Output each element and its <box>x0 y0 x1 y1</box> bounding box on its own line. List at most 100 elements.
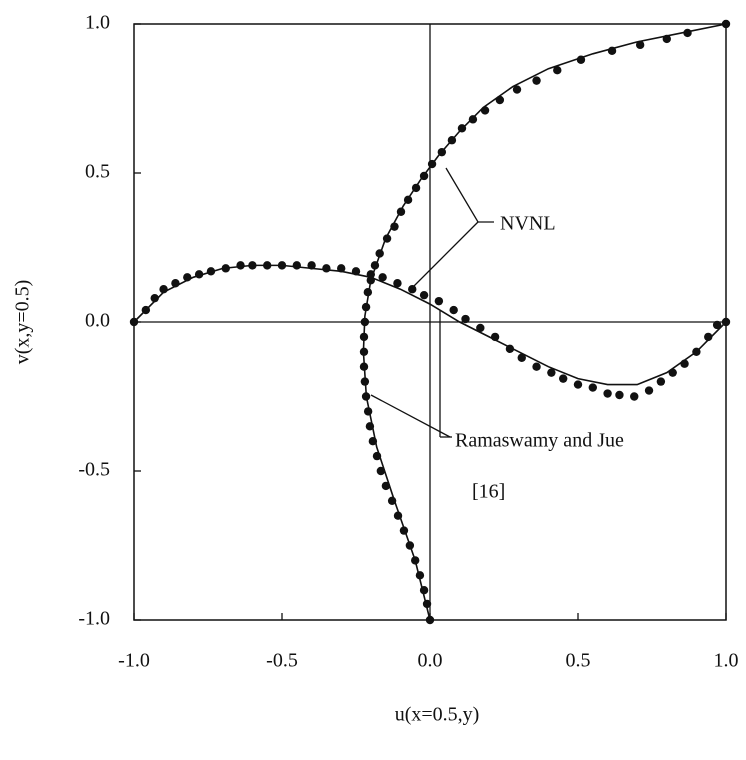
marker <box>263 261 272 270</box>
marker <box>553 65 562 75</box>
marker <box>159 285 168 294</box>
marker <box>712 320 722 330</box>
line <box>133 264 727 386</box>
marker <box>468 115 478 124</box>
marker <box>365 422 375 431</box>
marker <box>375 249 384 258</box>
marker <box>662 34 671 44</box>
marker <box>635 40 645 50</box>
x-tick-label: 1.0 <box>714 650 739 672</box>
marker <box>461 314 470 324</box>
y-tick-label: 0.0 <box>85 310 110 332</box>
marker <box>277 261 287 270</box>
marker <box>403 195 413 205</box>
marker <box>588 383 597 392</box>
x-tick-label: 0.0 <box>418 650 443 672</box>
marker <box>150 293 159 303</box>
annotation: [16] <box>472 481 505 503</box>
y-tick-label: -1.0 <box>78 608 110 630</box>
marker <box>547 368 556 377</box>
annotation: Ramaswamy and Jue <box>455 430 624 452</box>
marker <box>360 377 370 386</box>
marker <box>495 95 505 105</box>
marker <box>129 317 139 327</box>
marker <box>368 437 378 446</box>
marker <box>411 556 420 565</box>
marker <box>370 261 380 270</box>
marker <box>425 615 435 625</box>
marker <box>457 124 467 133</box>
x-axis-label: u(x=0.5,y) <box>395 704 480 726</box>
marker <box>630 392 639 401</box>
marker <box>532 362 541 371</box>
marker <box>434 296 444 306</box>
marker <box>393 511 403 520</box>
marker <box>505 344 515 354</box>
marker <box>532 76 541 85</box>
marker <box>419 171 429 181</box>
leader-line <box>370 394 451 438</box>
marker <box>366 270 375 279</box>
marker <box>183 273 192 282</box>
marker <box>476 323 485 333</box>
marker <box>322 264 331 273</box>
marker <box>447 136 457 145</box>
marker <box>171 279 180 288</box>
annotation: NVNL <box>500 213 556 235</box>
marker <box>387 496 397 505</box>
marker <box>376 466 386 476</box>
marker <box>449 305 458 315</box>
marker <box>292 261 301 270</box>
marker <box>359 347 369 356</box>
marker <box>248 261 257 270</box>
marker <box>221 264 230 273</box>
marker <box>490 332 500 342</box>
marker <box>656 377 666 386</box>
marker <box>721 19 731 29</box>
marker <box>512 85 522 94</box>
x-tick-label: 0.5 <box>566 650 591 672</box>
marker <box>359 332 369 342</box>
leader-line <box>445 167 494 223</box>
x-tick-label: -0.5 <box>266 650 298 672</box>
marker <box>351 267 361 276</box>
y-tick-label: 1.0 <box>85 12 110 34</box>
marker <box>692 347 701 356</box>
marker <box>422 599 432 609</box>
marker <box>360 317 370 327</box>
marker <box>405 541 415 550</box>
marker <box>206 267 216 276</box>
marker <box>607 46 617 56</box>
marker <box>194 270 204 279</box>
marker <box>378 273 387 282</box>
marker <box>359 362 369 371</box>
marker <box>361 392 371 401</box>
marker <box>337 264 346 273</box>
marker <box>721 317 731 327</box>
marker <box>615 390 624 400</box>
marker <box>236 261 245 270</box>
marker <box>576 55 586 64</box>
marker <box>668 368 677 377</box>
marker <box>307 261 316 270</box>
marker <box>363 288 373 297</box>
marker <box>683 28 692 38</box>
y-tick-label: -0.5 <box>78 459 110 481</box>
marker <box>704 332 713 342</box>
marker <box>393 279 402 288</box>
marker <box>603 389 612 398</box>
marker <box>382 234 392 243</box>
marker <box>141 305 151 315</box>
marker <box>427 159 437 169</box>
leader-line <box>409 221 479 291</box>
marker <box>517 353 526 362</box>
marker <box>363 407 373 416</box>
marker <box>415 571 425 580</box>
marker <box>399 526 409 535</box>
marker <box>408 285 417 294</box>
marker <box>644 386 654 395</box>
y-tick-label: 0.5 <box>85 161 110 183</box>
marker <box>381 481 391 491</box>
marker <box>419 586 429 595</box>
